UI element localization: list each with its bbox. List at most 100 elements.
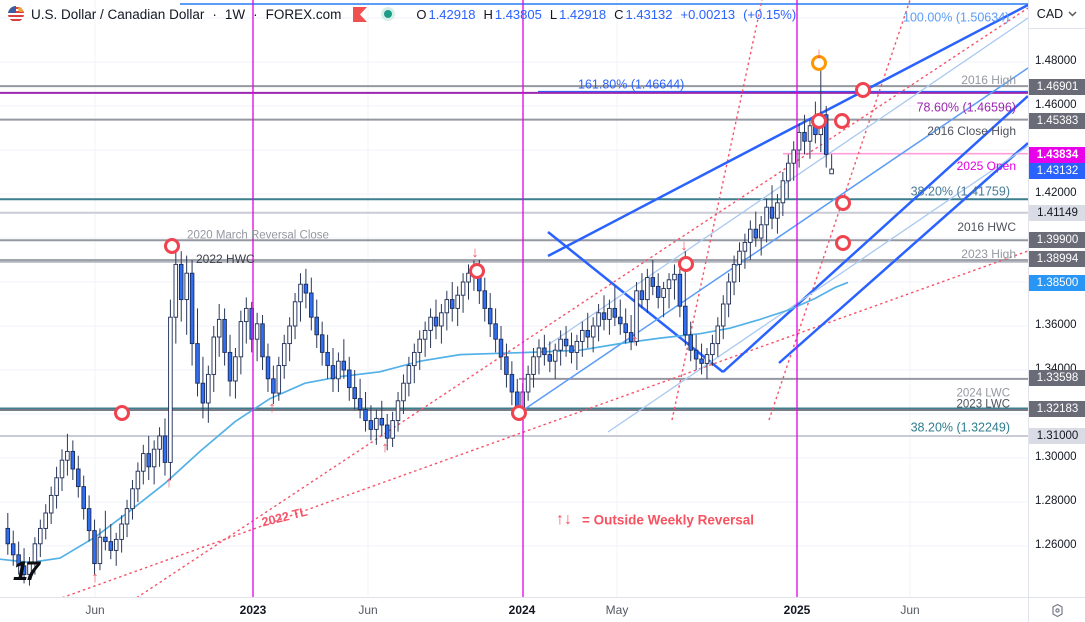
candle — [168, 316, 173, 463]
candle — [173, 263, 179, 318]
blue-channel-upper[interactable] — [547, 3, 1028, 258]
price-level-badge: 1.41149 — [1029, 205, 1085, 221]
change-percent: (+0.15%) — [743, 6, 797, 22]
dotted-2022-trendline[interactable] — [0, 250, 1028, 597]
candle — [92, 530, 97, 565]
candle — [753, 228, 759, 239]
exchange-label[interactable]: FOREX.com — [265, 6, 342, 22]
candle — [32, 543, 38, 565]
candle — [758, 224, 764, 239]
candle — [113, 538, 119, 551]
candle — [216, 318, 222, 338]
candle — [547, 354, 553, 362]
annotation-text: 100.00% (1.50634) — [903, 11, 1009, 25]
time-axis-label[interactable]: Jun — [900, 603, 920, 617]
reversal-circle-marker — [834, 113, 850, 129]
blue-channel-parallel[interactable] — [778, 142, 1028, 364]
symbol-title[interactable]: U.S. Dollar / Canadian Dollar — [31, 6, 205, 22]
candle — [97, 536, 103, 565]
candle — [319, 334, 325, 353]
separator: · — [212, 6, 217, 22]
candle — [715, 325, 721, 345]
candle — [634, 290, 639, 342]
candle — [829, 168, 834, 175]
reversal-circle-marker — [511, 405, 527, 421]
reversal-circle-marker — [164, 238, 180, 254]
annotation-text: 2016 HWC — [957, 220, 1016, 234]
candle — [27, 563, 32, 576]
candle — [384, 424, 390, 439]
dotted-acceleration-line-left[interactable] — [671, 0, 763, 421]
quote-currency-selector[interactable]: CAD — [1029, 0, 1085, 29]
candle — [585, 329, 590, 338]
time-axis-label[interactable]: Jun — [358, 603, 378, 617]
candle — [5, 527, 11, 545]
candle — [487, 307, 493, 325]
time-axis-label[interactable]: Jun — [85, 603, 105, 617]
candle — [439, 312, 444, 327]
candle — [720, 303, 726, 327]
annotation-text: 78.60% (1.46596) — [917, 101, 1016, 115]
reversal-circle-marker — [835, 195, 851, 211]
candle — [498, 338, 504, 358]
annotation-text: 2022 HWC — [196, 252, 255, 266]
moving-average-line[interactable] — [0, 281, 849, 564]
tradingview-logo[interactable]: 17 — [13, 556, 40, 586]
candle — [86, 508, 92, 532]
candle — [422, 329, 428, 340]
high-label: H — [483, 6, 493, 22]
candle — [135, 470, 141, 490]
blue-channel-lower[interactable] — [722, 95, 1028, 373]
candle — [823, 114, 829, 155]
candle — [195, 343, 200, 384]
candle — [509, 373, 515, 393]
candle — [238, 321, 244, 358]
time-axis-label[interactable]: 2023 — [239, 603, 267, 617]
candle — [504, 356, 509, 375]
candle — [363, 409, 368, 422]
price-axis[interactable]: CAD 1.48000 1.46000 1.42000 1.36000 1.34000 1… — [1028, 0, 1085, 597]
candle — [710, 343, 715, 356]
candle — [466, 272, 471, 283]
candle — [769, 206, 775, 219]
axis-settings-corner[interactable] — [1028, 597, 1085, 622]
candle — [531, 356, 536, 375]
candle — [428, 316, 433, 331]
time-axis[interactable]: Jun 2023 Jun 2024 May 2025 Jun — [0, 597, 1028, 622]
reversal-circle-marker — [469, 263, 485, 279]
candle — [693, 349, 699, 360]
time-axis-label[interactable]: May — [605, 603, 629, 617]
price-axis-label: 1.42000 — [1035, 187, 1077, 199]
candles-series — [5, 63, 834, 586]
current-price-badge: 1.43132 — [1029, 163, 1085, 179]
time-axis-label[interactable]: 2025 — [783, 603, 811, 617]
annotation-text: 2016 Close High — [927, 124, 1016, 138]
reversal-circle-marker — [678, 256, 694, 272]
high-circle-marker — [811, 55, 827, 71]
candle — [119, 523, 124, 540]
candle — [726, 281, 731, 305]
interval-label[interactable]: 1W — [224, 6, 246, 22]
dotted-steep-trendline-long[interactable] — [100, 7, 1028, 597]
candle — [737, 250, 742, 265]
candle — [780, 180, 786, 204]
candle — [206, 373, 211, 404]
price-level-badge: 1.32183 — [1029, 401, 1085, 417]
market-status-icon[interactable] — [381, 7, 396, 21]
trendline-from-2023-low[interactable] — [518, 67, 1028, 414]
candle — [21, 565, 27, 576]
candle — [54, 477, 59, 496]
candle — [303, 283, 309, 294]
chart-canvas[interactable]: ↑↑↑↑↑↓ ↓↓161.80% (1.46644)100.00% (1.5063… — [0, 0, 1028, 597]
gear-icon[interactable] — [1050, 603, 1065, 618]
candle — [341, 360, 347, 371]
thin-channel-lower[interactable] — [607, 145, 1028, 433]
annotation-text: ↑ — [381, 439, 389, 456]
annotation-text: 38.20% (1.32249) — [911, 421, 1010, 435]
candle — [309, 292, 314, 318]
annotation-text: 2025 Open — [957, 159, 1016, 173]
candle — [222, 318, 227, 353]
time-axis-label[interactable]: 2024 — [508, 603, 536, 617]
candle — [162, 435, 168, 463]
